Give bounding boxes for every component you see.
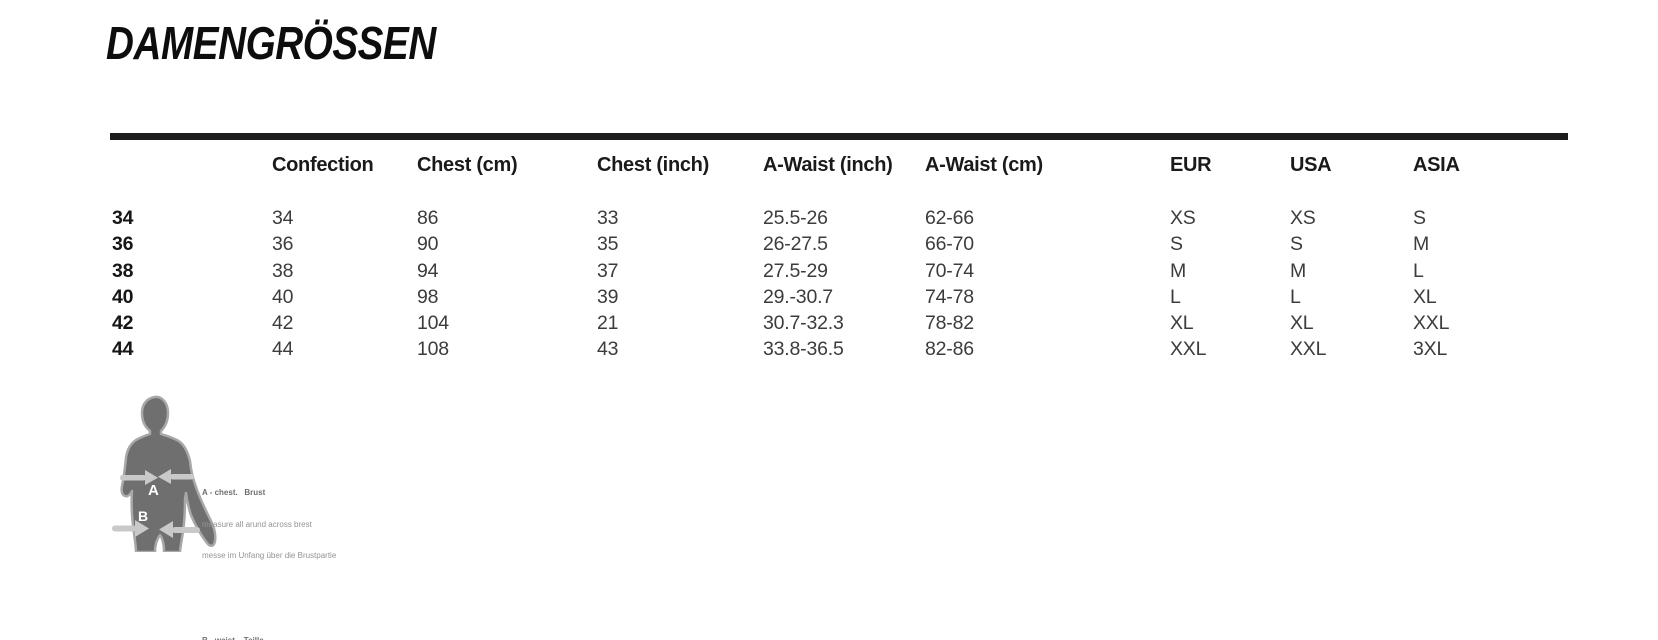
row-size-label: 38	[112, 259, 134, 282]
legend-waist-title: B - waist. Taille	[202, 635, 264, 640]
col-header-confection: Confection	[272, 154, 374, 176]
col-header-chest-inch: Chest (inch)	[597, 154, 709, 176]
legend-chest-line-en: measure all arund across brest	[202, 519, 312, 529]
table-cell: 44	[272, 338, 294, 361]
page-title: DAMENGRÖSSEN	[106, 17, 436, 69]
table-cell: XL	[1290, 312, 1314, 335]
table-cell: M	[1413, 233, 1430, 256]
table-cell: 98	[417, 285, 439, 308]
row-size-label: 34	[112, 207, 134, 229]
legend-chest-title: A - chest. Brust	[202, 488, 266, 497]
row-size-label: 36	[112, 233, 134, 256]
legend-waist-block: B - waist. Taille measure all arund acro…	[202, 615, 402, 640]
table-cell: 38	[272, 259, 294, 282]
table-cell: 30.7-32.3	[763, 312, 844, 335]
table-cell: 25.5-26	[763, 207, 828, 229]
table-cell: 33	[597, 207, 619, 229]
table-cell: XL	[1170, 312, 1194, 335]
header-divider-bar	[110, 133, 1568, 140]
table-cell: 27.5-29	[763, 259, 828, 282]
table-cell: L	[1413, 259, 1424, 282]
col-header-chest-cm: Chest (cm)	[417, 154, 518, 176]
table-cell: 36	[272, 233, 294, 256]
waist-marker-label: B	[138, 508, 148, 524]
table-row: 42 42 104 21 30.7-32.3 78-82 XL XL XXL	[112, 310, 1568, 336]
table-cell: 39	[597, 285, 619, 308]
row-size-label: 40	[112, 285, 134, 308]
table-cell: 37	[597, 259, 619, 282]
table-cell: 108	[417, 338, 449, 361]
legend-chest-block: A - chest. Brust measure all arund acros…	[202, 467, 402, 583]
col-header-awaist-inch: A-Waist (inch)	[763, 154, 893, 176]
table-cell: 104	[417, 312, 449, 335]
table-cell: XXL	[1290, 338, 1327, 361]
table-cell: 40	[272, 285, 294, 308]
table-cell: 94	[417, 259, 439, 282]
col-header-eur: EUR	[1170, 154, 1212, 176]
table-cell: 42	[272, 312, 294, 335]
col-header-awaist-cm: A-Waist (cm)	[925, 154, 1043, 176]
chest-marker-label: A	[148, 482, 159, 499]
row-size-label: 44	[112, 338, 134, 361]
chest-measure-arrow	[120, 469, 194, 485]
table-row: 38 38 94 37 27.5-29 70-74 M M L	[112, 258, 1568, 284]
table-cell: M	[1170, 259, 1187, 282]
table-cell: 62-66	[925, 207, 974, 229]
table-cell: 35	[597, 233, 619, 256]
table-cell: 33.8-36.5	[763, 338, 844, 361]
legend-chest-line-de: messe im Unfang über die Brustpartie	[202, 551, 337, 560]
table-cell: 70-74	[925, 259, 974, 282]
waist-measure-arrow	[112, 520, 200, 538]
table-row: 36 36 90 35 26-27.5 66-70 S S M	[112, 231, 1568, 257]
table-cell: 78-82	[925, 312, 974, 335]
table-cell: 26-27.5	[763, 233, 828, 256]
table-cell: S	[1290, 233, 1303, 256]
table-cell: XS	[1170, 207, 1196, 229]
table-cell: 29.-30.7	[763, 285, 833, 308]
body-measurement-illustration: A B	[112, 395, 217, 552]
table-cell: S	[1170, 233, 1183, 256]
table-row: 44 44 108 43 33.8-36.5 82-86 XXL XXL 3XL	[112, 336, 1568, 362]
table-cell: 43	[597, 338, 619, 361]
table-cell: 3XL	[1413, 338, 1448, 361]
table-cell: 86	[417, 207, 439, 229]
table-body: 34 34 86 33 25.5-26 62-66 XS XS S 36 36 90 35 26-27.5…	[112, 205, 1568, 363]
table-cell: M	[1290, 259, 1307, 282]
table-cell: XL	[1413, 285, 1437, 308]
row-size-label: 42	[112, 312, 134, 335]
col-header-asia: ASIA	[1413, 154, 1460, 176]
table-header-row: Confection Chest (cm) Chest (inch) A-Wai…	[112, 150, 1568, 180]
table-cell: 34	[272, 207, 294, 229]
table-cell: S	[1413, 207, 1426, 229]
table-cell: L	[1170, 285, 1181, 308]
table-cell: XXL	[1170, 338, 1207, 361]
table-cell: 90	[417, 233, 439, 256]
table-row: 34 34 86 33 25.5-26 62-66 XS XS S	[112, 205, 1568, 231]
table-cell: 66-70	[925, 233, 974, 256]
table-cell: 21	[597, 312, 619, 335]
table-cell: XXL	[1413, 312, 1450, 335]
measurement-legend: A - chest. Brust measure all arund acros…	[202, 446, 402, 640]
table-cell: 74-78	[925, 285, 974, 308]
table-cell: L	[1290, 285, 1301, 308]
table-cell: 82-86	[925, 338, 974, 361]
table-row: 40 40 98 39 29.-30.7 74-78 L L XL	[112, 284, 1568, 310]
col-header-usa: USA	[1290, 154, 1332, 176]
table-cell: XS	[1290, 207, 1316, 229]
